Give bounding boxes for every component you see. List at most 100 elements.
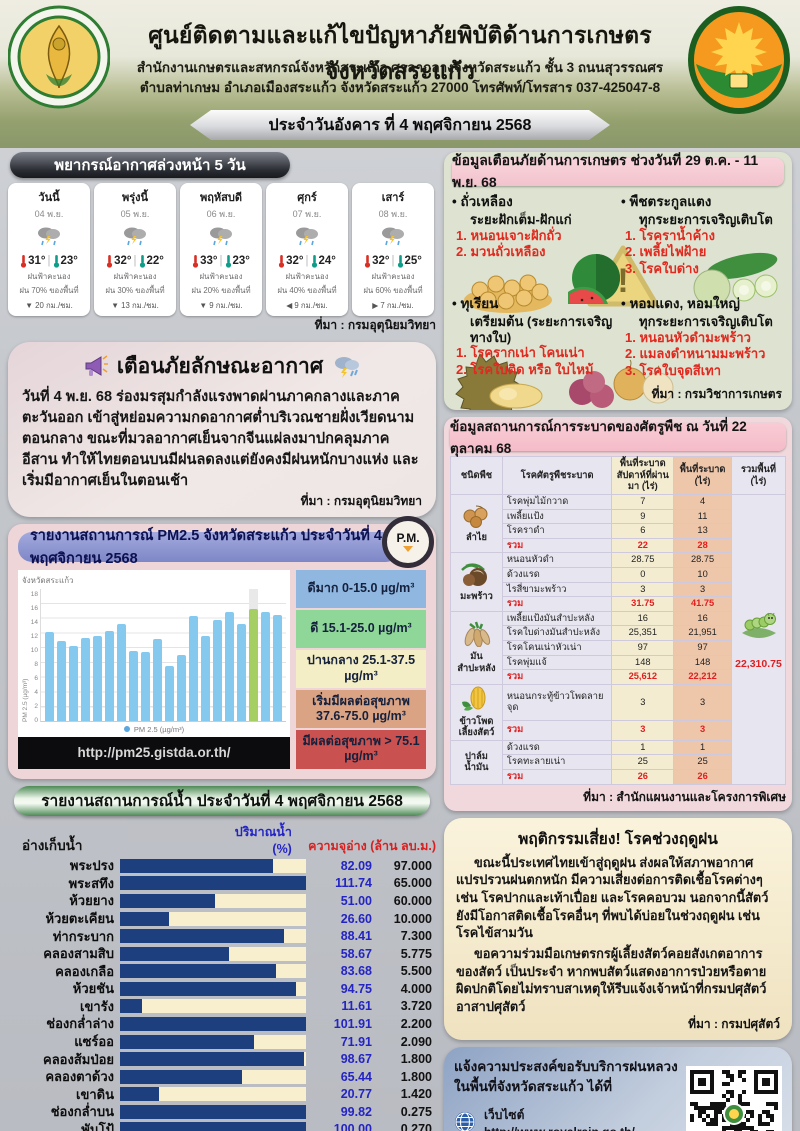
- water-percent: 100.00: [333, 1122, 372, 1131]
- address-line1: สำนักงานเกษตรและสหกรณ์จังหวัดสระแก้ว ศาล…: [136, 60, 664, 75]
- agri-threat: 1. หนอนเจาะฝักถั่ว: [456, 227, 562, 243]
- reservoir-capacity: 97.000: [393, 858, 432, 873]
- pest-disease: โรคทะลายเน่า: [501, 754, 613, 770]
- water-row: ช่องกล่ำล่าง 101.91 2.200: [8, 1016, 436, 1031]
- pest-area-now: 11: [673, 508, 732, 525]
- pest-area-lastweek: 7: [611, 494, 675, 510]
- pm25-bar: [45, 589, 54, 721]
- agri-warning-card: ข้อมูลเตือนภัยด้านการเกษตร ช่วงวันที่ 29…: [444, 152, 792, 410]
- agri-threat: 2. โรคใบติด หรือ ใบไหม้: [456, 362, 594, 378]
- pest-area-lastweek: 16: [611, 610, 675, 627]
- pest-disease: รวม: [501, 768, 613, 785]
- weather-warning-title: เตือนภัยลักษณะอากาศ: [116, 354, 324, 378]
- pm25-bar: [129, 589, 138, 721]
- agri-crop-name: หอมแดง, หอมใหญ่: [621, 292, 784, 314]
- reservoir-name: คลองตาด้วง: [45, 1069, 114, 1085]
- ministry-of-agriculture-logo-icon: MINISTRY OF AGRICULTURE AND COOPERATIVES: [8, 5, 110, 109]
- pm25-bar: [201, 589, 210, 721]
- weather-warning-card: เตือนภัยลักษณะอากาศ วันที่ 4 พ.ย. 68 ร่อ…: [8, 341, 436, 517]
- water-row: ช่องกล่ำบน 99.82 0.275: [8, 1104, 436, 1119]
- livestock-paragraph-2: ขอความร่วมมือเกษตรกรผู้เลี้ยงสัตว์คอยสัง…: [456, 945, 767, 1014]
- day-wind: ▼ 20 กม./ชม.: [25, 300, 73, 310]
- day-rain-chance: ฝน 20% ของพื้นที่: [191, 286, 251, 295]
- water-bar: [120, 1104, 306, 1119]
- pest-header-row: ชนิดพืช โรคศัตรูพืชระบาด พื้นที่ระบาด สัปด…: [450, 456, 787, 495]
- high-temp-thermometer-icon: [279, 255, 285, 268]
- water-bar: [120, 893, 306, 908]
- water-bar: [120, 929, 306, 944]
- water-row: ท่ากระบาก 88.41 7.300: [8, 929, 436, 944]
- cassava-icon: [465, 622, 491, 648]
- day-temps: 32° | 24°: [268, 254, 346, 268]
- agri-crop-name: พืชตระกูลแตง: [621, 190, 784, 212]
- day-name: พฤหัสบดี: [199, 192, 242, 204]
- pest-area-lastweek: 0: [611, 567, 675, 583]
- website-link[interactable]: เว็บไซต์ http://www.royalrain.go.th/: [483, 1107, 635, 1131]
- thunderstorm-icon: [296, 227, 318, 246]
- water-title: รายงานสถานการณ์น้ำ ประจำวันที่ 4 พฤศจิกา…: [14, 785, 430, 816]
- pest-crop: มะพร้าว: [450, 552, 503, 612]
- high-temp-thermometer-icon: [365, 255, 371, 268]
- coconut-icon: [461, 562, 488, 586]
- water-bar: [120, 999, 306, 1014]
- reservoir-capacity: 7.300: [400, 929, 432, 944]
- agri-threat: 1. โรครากเน่า โคนเน่า: [456, 345, 585, 361]
- day-wind: ▼ 13 กม./ชม.: [111, 300, 159, 310]
- pest-area-now: 1: [673, 739, 732, 756]
- reservoir-capacity: 0.275: [400, 1104, 432, 1119]
- day-condition: ฝนฟ้าคะนอง: [285, 271, 329, 281]
- water-row: คลองเกลือ 83.68 5.500: [8, 964, 436, 979]
- day-wind: ▶ 7 กม./ชม.: [372, 300, 414, 310]
- day-date: 06 พ.ย.: [206, 209, 236, 219]
- water-row: คลองตาด้วง 65.44 1.800: [8, 1069, 436, 1084]
- water-percent: 88.41: [340, 929, 372, 944]
- pm25-bar: [57, 589, 66, 721]
- water-row: พันโป้ 100.00 0.270: [8, 1122, 436, 1131]
- pm25-bar: [189, 589, 198, 721]
- pest-disease: โรคราดำ: [501, 523, 613, 539]
- pm25-bar: [249, 588, 258, 721]
- pest-grand-total: 22,310.75: [730, 494, 787, 785]
- water-bar: [120, 1069, 306, 1084]
- water-col-volume: ปริมาณน้ำ (%): [234, 824, 292, 856]
- pest-area-now: 16: [673, 610, 732, 627]
- water-bar: [120, 1016, 306, 1031]
- agri-threat: 1. โรคราน้ำค้าง: [625, 227, 715, 243]
- water-row: เขาดิน 20.77 1.420: [8, 1087, 436, 1102]
- pm25-scale-item: ปานกลาง 25.1-37.5 µg/m³: [296, 649, 426, 689]
- livestock-paragraph-1: ขณะนี้ประเทศไทยเข้าสู่ฤดูฝน ส่งผลให้สภาพ…: [456, 854, 769, 941]
- agri-crop-stage: ระยะฝักเต็ม-ฝักแก่: [470, 212, 572, 227]
- pest-area-lastweek: 22: [611, 537, 675, 554]
- weather-warning-body: วันที่ 4 พ.ย. 68 ร่องมรสุมกำลังแรงพาดผ่า…: [22, 388, 419, 489]
- day-rain-chance: ฝน 60% ของพื้นที่: [363, 286, 423, 295]
- day-date: 08 พ.ย.: [378, 209, 408, 219]
- contact-card: แจ้งความประสงค์ขอรับบริการฝนหลวงในพื้นที…: [444, 1047, 792, 1131]
- day-condition: ฝนฟ้าคะนอง: [371, 271, 415, 281]
- pest-area-now: 41.75: [673, 596, 732, 612]
- pm25-bar: [69, 589, 78, 721]
- water-section: รายงานสถานการณ์น้ำ ประจำวันที่ 4 พฤศจิกา…: [8, 785, 436, 1131]
- reservoir-capacity: 2.090: [400, 1034, 432, 1049]
- reservoir-name: พระปรง: [69, 858, 114, 874]
- sakaeo-province-logo-icon: [688, 6, 790, 114]
- water-percent: 26.60: [340, 911, 372, 926]
- low-temp-thermometer-icon: [53, 255, 59, 268]
- water-percent: 99.82: [340, 1104, 372, 1119]
- water-bar: [120, 946, 306, 961]
- pm25-url-link[interactable]: http://pm25.gistda.or.th/: [18, 736, 290, 769]
- water-bar: [120, 911, 306, 926]
- agri-threat: 2. แมลงดำหนามมะพร้าว: [625, 346, 766, 362]
- pest-crop: ปาล์มน้ำมัน: [450, 739, 503, 785]
- reservoir-capacity: 4.000: [400, 981, 432, 996]
- pest-row: โรคทะลายเน่า 25 25: [451, 754, 786, 770]
- pest-row: ข้าวโพดเลี้ยงสัตว์ หนอนกระทู้ข้าวโพดลายจุ…: [450, 683, 786, 741]
- water-row: ห้วยชัน 94.75 4.000: [8, 981, 436, 996]
- pest-row: รวม 31.75 41.75: [451, 596, 786, 612]
- reservoir-name: พระสทึง: [68, 875, 114, 891]
- pm25-bar: [261, 589, 270, 721]
- reservoir-capacity: 1.420: [400, 1087, 432, 1102]
- pest-disease: โรคโคนเน่าหัวเน่า: [501, 640, 613, 656]
